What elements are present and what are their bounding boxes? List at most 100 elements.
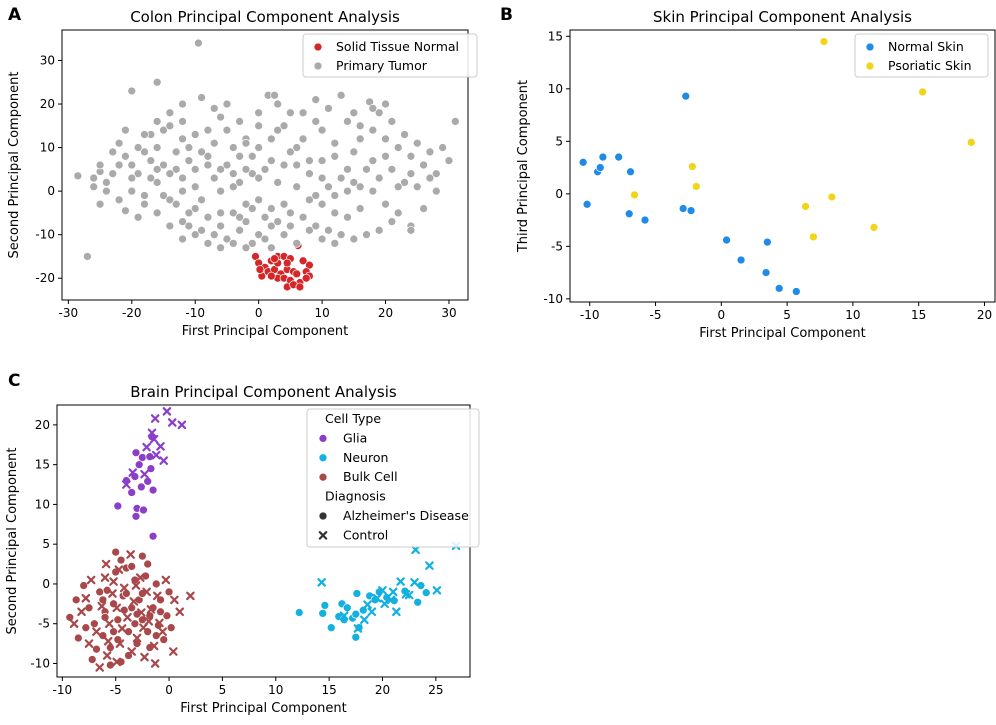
y-tick-label: 0	[555, 187, 563, 201]
data-point	[100, 613, 110, 622]
data-point	[355, 204, 365, 213]
legend-marker	[318, 472, 328, 482]
data-point	[178, 173, 187, 183]
data-point-stroke	[92, 627, 101, 636]
data-point	[171, 147, 181, 157]
data-point	[140, 652, 149, 662]
data-point	[438, 143, 447, 152]
data-point-stroke	[392, 607, 401, 617]
legend-marker-stroke	[318, 531, 328, 540]
legend-entry-label: Neuron	[343, 450, 388, 465]
data-point	[688, 162, 697, 171]
legend-entry-label: Alzheimer's Disease	[343, 508, 469, 523]
data-point	[77, 607, 86, 617]
data-point	[400, 178, 409, 187]
data-point-stroke	[84, 639, 94, 648]
data-point	[392, 607, 401, 617]
data-point	[388, 587, 398, 597]
data-point	[127, 173, 137, 183]
series-primary-tumor	[73, 38, 460, 261]
data-point	[349, 147, 359, 157]
data-point	[228, 208, 238, 218]
data-point	[311, 191, 321, 200]
y-tick-label: 15	[548, 29, 563, 43]
series-psoriatic-skin	[630, 37, 976, 242]
data-point	[177, 420, 187, 430]
x-tick-label: 20	[378, 306, 393, 320]
data-point	[178, 134, 187, 144]
data-point	[127, 86, 137, 96]
data-point	[330, 191, 340, 200]
data-point-stroke	[114, 565, 124, 574]
data-point	[355, 134, 365, 144]
data-point-stroke	[380, 599, 389, 609]
data-point	[386, 595, 396, 605]
legend-box	[306, 408, 480, 548]
data-point	[114, 565, 124, 574]
y-axis-label: Second Principal Component	[5, 448, 20, 635]
data-point	[114, 160, 124, 170]
data-point	[425, 173, 435, 183]
data-point	[216, 186, 225, 196]
y-tick-label: 5	[555, 134, 563, 148]
data-point-stroke	[102, 651, 112, 660]
data-point	[419, 204, 428, 213]
data-point-stroke	[128, 468, 138, 477]
data-point	[139, 505, 148, 515]
data-point	[132, 633, 142, 643]
data-point	[330, 208, 340, 218]
data-point	[228, 239, 238, 248]
data-point	[273, 99, 283, 109]
legend-section-title: Cell Type	[325, 411, 381, 426]
data-point	[148, 531, 158, 541]
data-point	[119, 583, 129, 593]
data-point	[349, 178, 359, 187]
data-point-stroke	[129, 597, 139, 606]
data-point	[362, 165, 371, 174]
chart-title: Brain Principal Component Analysis	[130, 383, 397, 401]
data-point	[801, 202, 810, 211]
data-point	[156, 607, 165, 617]
data-point	[73, 171, 83, 181]
data-point	[184, 208, 194, 218]
data-point-stroke	[155, 618, 164, 628]
data-point-stroke	[367, 607, 377, 617]
data-point	[178, 117, 187, 126]
data-point	[241, 138, 251, 148]
data-point	[79, 581, 89, 590]
data-point	[247, 239, 257, 248]
legend-marker	[865, 61, 875, 71]
data-point	[170, 595, 179, 605]
data-point	[81, 593, 91, 603]
x-tick-label: -10	[580, 308, 600, 322]
data-point	[368, 104, 378, 113]
data-point	[444, 156, 454, 165]
data-point-stroke	[317, 578, 326, 587]
data-point	[97, 601, 107, 611]
data-point	[367, 607, 377, 617]
data-point	[273, 178, 283, 187]
data-point	[158, 627, 167, 636]
data-point	[104, 619, 114, 629]
data-point	[112, 603, 122, 613]
data-point	[190, 204, 200, 213]
data-point	[112, 657, 122, 667]
x-tick-label: 10	[845, 308, 860, 322]
data-point	[71, 595, 81, 605]
data-point	[266, 156, 276, 165]
data-point	[222, 99, 232, 109]
data-point-stroke	[175, 607, 185, 617]
data-point	[360, 615, 369, 625]
series-solid-tissue-normal	[251, 241, 314, 292]
data-point	[736, 255, 746, 265]
data-point	[84, 639, 94, 648]
data-point	[165, 108, 175, 118]
data-point	[809, 232, 818, 242]
legend-marker	[318, 511, 328, 521]
chart-title: Colon Principal Component Analysis	[130, 8, 400, 26]
data-point	[155, 618, 164, 628]
data-point	[150, 414, 160, 423]
data-point	[324, 182, 333, 192]
data-point	[380, 599, 389, 609]
data-point	[121, 206, 130, 216]
